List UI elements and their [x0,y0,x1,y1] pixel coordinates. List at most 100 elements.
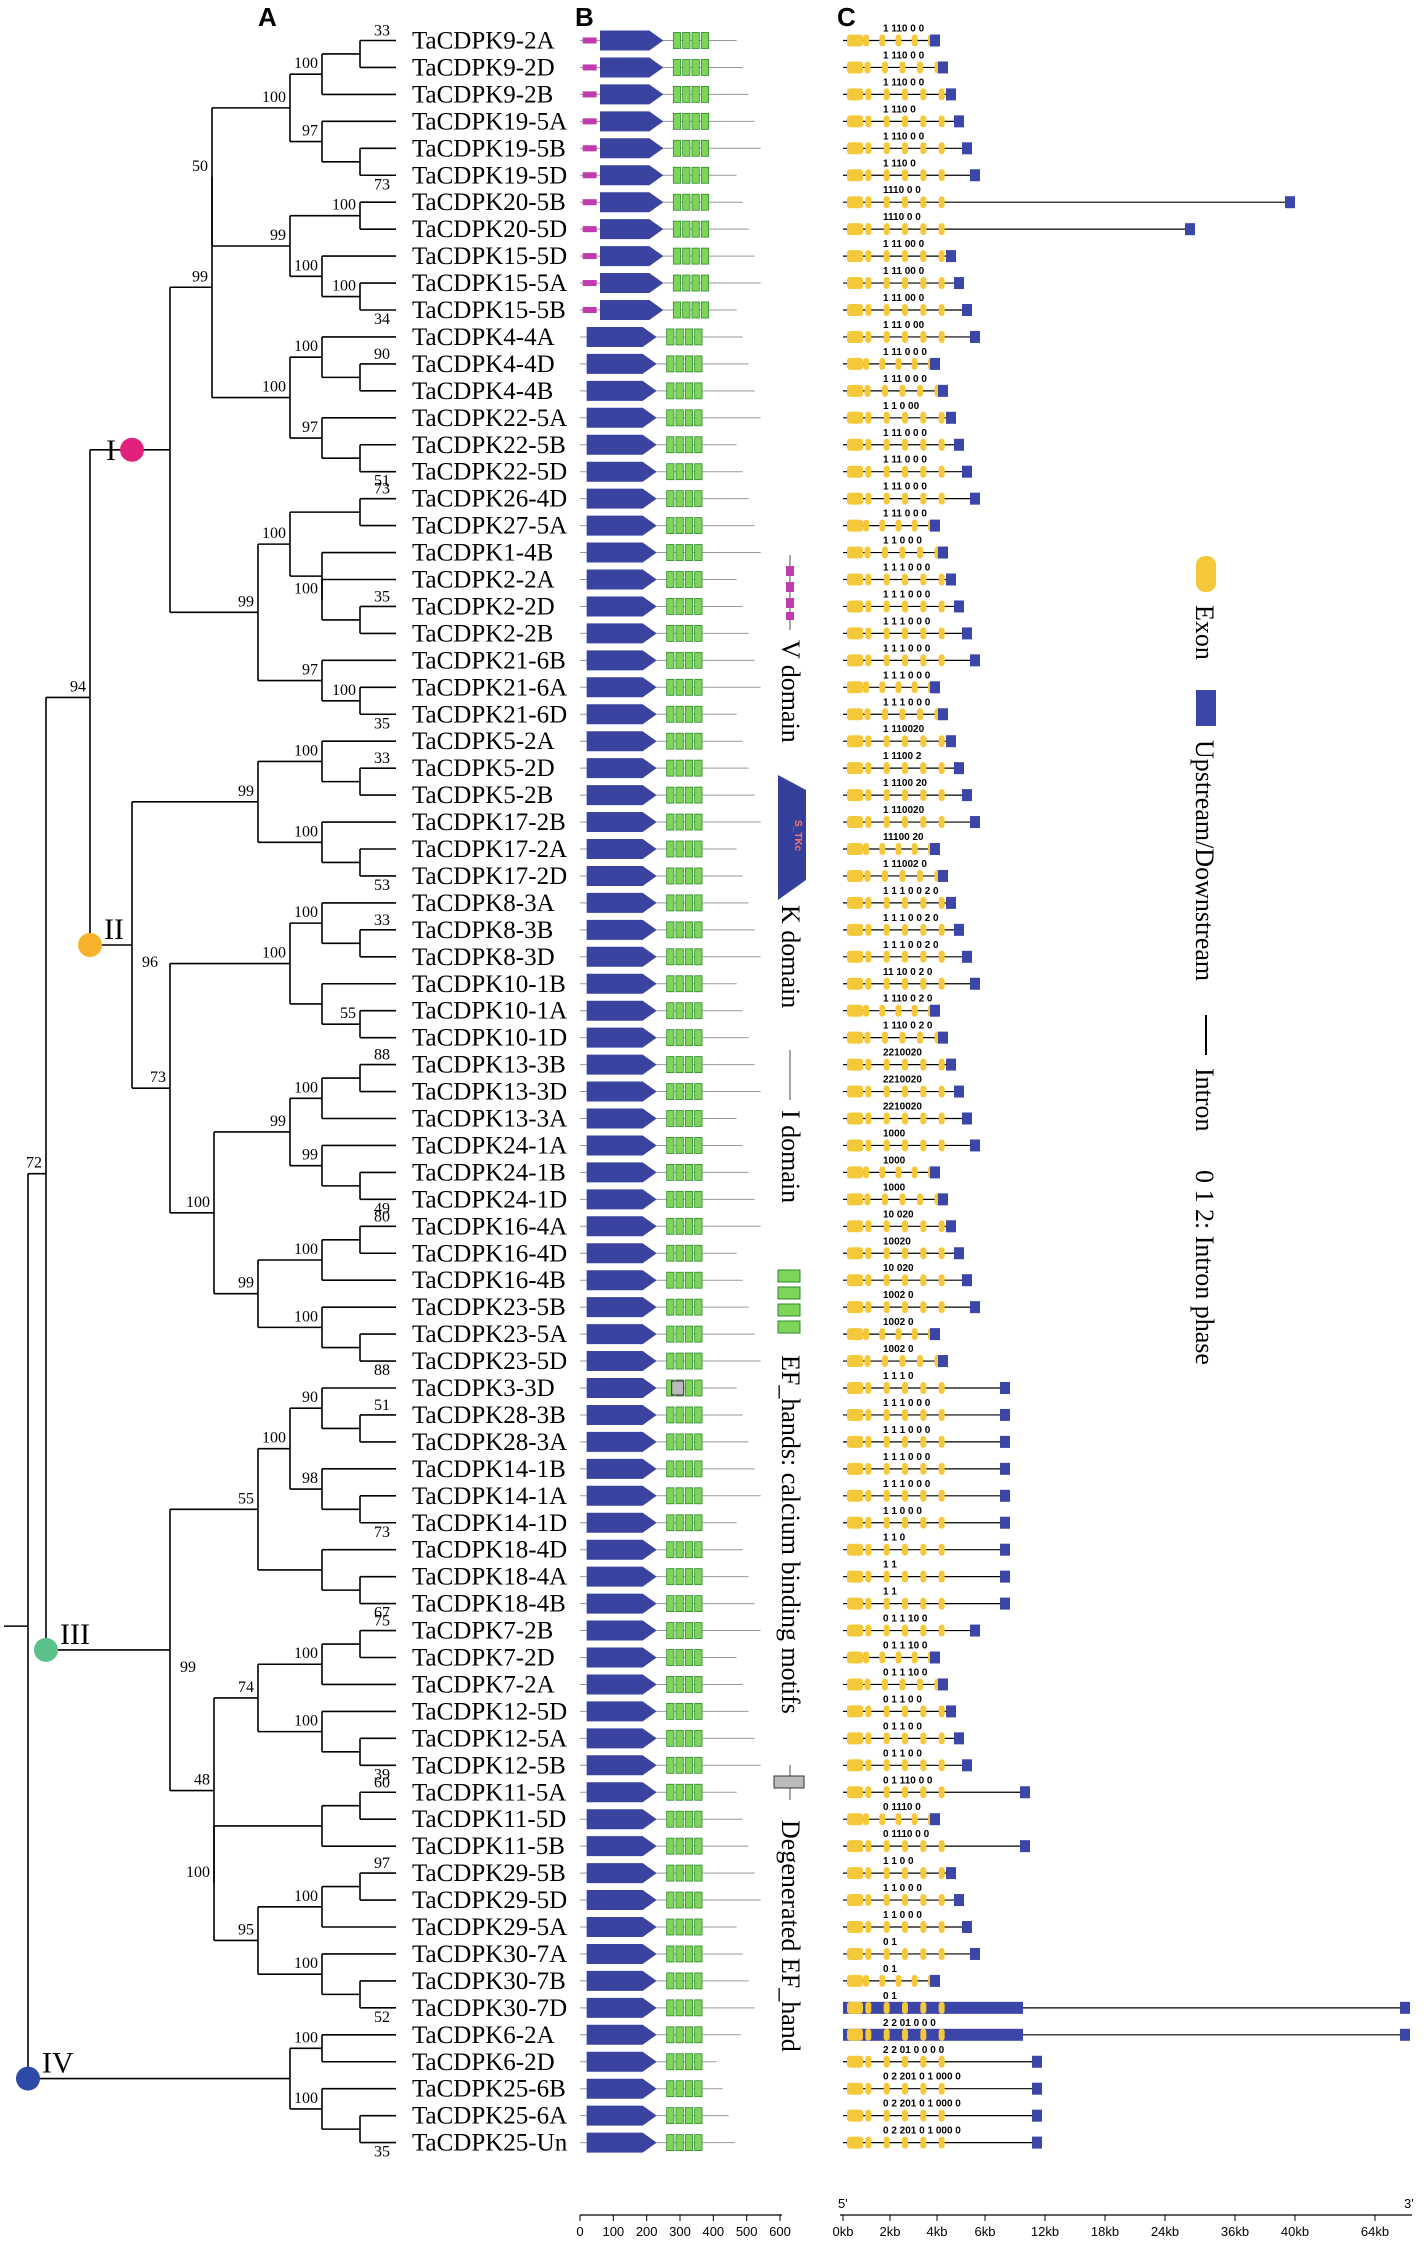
exon [917,1355,923,1368]
intron-phase-text: 1000 [883,1128,906,1139]
exon [847,1435,863,1448]
exon [902,1489,908,1502]
exon [863,681,870,694]
k-domain [586,704,657,725]
taxon-label: TaCDPK6-2A [412,2022,555,2049]
ef-hand-motif [675,1649,684,1666]
taxon-label: TaCDPK11-5A [412,1779,566,1806]
exon [920,304,927,316]
ef-hand-motif [684,1298,694,1316]
ef-hand-motif [675,436,684,454]
intron-phase-text: 10020 [883,1236,911,1247]
exon [902,2055,908,2068]
k-domain [600,273,664,294]
intron-phase-text: 1 110 0 [883,158,916,169]
ef-hand-motif [666,1918,675,1936]
exon [911,1166,918,1179]
intron-phase-text: 1 1 1 0 0 2 0 [883,913,939,924]
intron-phase-text: 2210020 [883,1075,922,1086]
taxon-label: TaCDPK23-5A [412,1321,567,1348]
exon [883,573,890,586]
exon [902,1462,908,1475]
intron-phase-text: 1 1 0 0 [883,1856,914,1867]
intron-phase-text: 1 110 0 0 [883,77,925,88]
intron-phase-text: 0 1 1 10 0 [883,1667,928,1678]
taxon-label: TaCDPK16-4A [412,1213,567,1240]
ef-hand-motif [684,1864,694,1882]
exon [938,2028,945,2041]
ef-hand-motif [672,301,682,319]
v-domain-motif [586,91,593,98]
exon [920,1462,927,1475]
ef-hand-motif [675,544,684,561]
exon [883,115,890,128]
downstream-utr [962,465,972,478]
exon [902,2028,908,2041]
taxon-label: TaCDPK28-3A [412,1429,567,1456]
k-domain [600,165,664,186]
exon [883,654,890,667]
downstream-utr [930,1328,940,1341]
intron-phase-text: 1 1 1 0 0 0 [883,1479,931,1490]
downstream-utr [946,735,956,748]
exon [902,1112,908,1125]
exon [847,977,863,990]
downstream-utr [946,411,956,424]
taxon-label: TaCDPK6-2D [412,2049,555,2076]
bootstrap-value: 51 [374,473,390,490]
ef-hand-motif [666,1244,675,1262]
exon [938,1462,945,1475]
exon [847,2136,863,2149]
exon [847,1705,863,1718]
taxon-labels: TaCDPK9-2ATaCDPK9-2DTaCDPK9-2BTaCDPK19-5… [412,28,568,2157]
bootstrap-value: 35 [374,588,390,605]
ef-hand-motif [684,328,694,346]
exon [883,492,890,505]
axis-c-tick-label: 0kb [833,2224,854,2239]
axis-c-tick-label: 36kb [1221,2224,1249,2239]
exon [895,1166,902,1179]
k-domain [586,2132,657,2153]
taxon-label: TaCDPK7-2B [412,1618,553,1645]
downstream-utr [954,115,964,128]
v-domain-motif [590,91,597,98]
bootstrap-value: 100 [294,1645,318,1662]
k-domain [586,1943,657,1964]
ef-hand-motif [675,463,684,481]
downstream-utr [970,1947,980,1960]
k-domain [586,1027,657,1048]
exon [865,735,872,748]
ef-hand-motif [691,59,700,76]
bootstrap-value: 100 [294,1308,318,1325]
exon [920,2136,927,2149]
downstream-utr [954,762,964,775]
taxon-label: TaCDPK8-3A [412,890,555,917]
exon [847,250,863,263]
bootstrap-value: 80 [374,1208,390,1225]
exon [863,1813,870,1826]
exon [847,1840,863,1853]
ef-hand-motif [694,1002,703,1020]
ef-hand-motif [684,1810,694,1828]
exon [902,1274,908,1287]
axis-b-tick-label: 400 [702,2224,724,2239]
exon [847,1732,863,1745]
exon [902,330,908,343]
bootstrap-value: 48 [194,1772,210,1789]
ef-hand-motif [675,2080,684,2098]
intron-phase-text: 2210020 [883,1048,922,1059]
exon [865,1112,872,1125]
exon [865,1570,872,1583]
ef-hand-motif [675,1703,684,1720]
intron-phase-text: 1 1 1 0 0 2 0 [883,940,939,951]
exon [920,735,927,748]
exon [883,762,890,775]
exon [938,1516,945,1529]
exon [938,169,945,182]
k-domain [586,1351,657,1372]
exon [883,627,890,640]
exon [865,1705,872,1718]
v-domain-motif [590,280,597,287]
ef-hand-motif [675,1756,684,1774]
k-domain [586,353,657,374]
